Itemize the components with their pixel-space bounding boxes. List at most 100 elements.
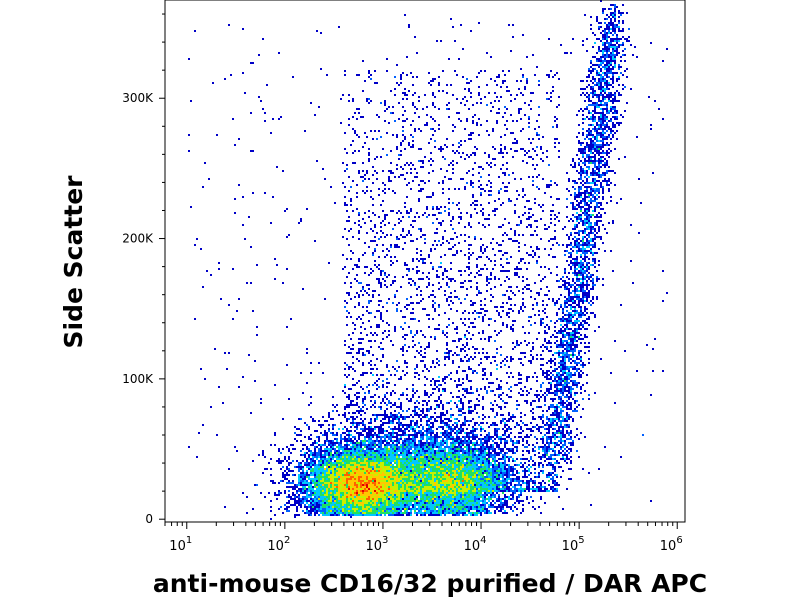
event-point xyxy=(452,124,454,126)
event-point xyxy=(380,488,382,490)
event-point xyxy=(358,466,360,468)
event-point xyxy=(482,442,484,444)
event-point xyxy=(372,500,374,502)
event-point xyxy=(330,478,332,480)
event-point xyxy=(420,436,422,438)
event-point xyxy=(356,476,358,478)
event-point xyxy=(378,506,380,508)
event-point xyxy=(446,496,448,498)
event-point xyxy=(518,262,520,264)
event-point xyxy=(366,460,368,462)
event-point xyxy=(422,456,424,458)
event-point xyxy=(376,488,378,490)
event-point xyxy=(448,452,450,454)
event-point xyxy=(356,444,358,446)
event-point xyxy=(446,504,448,506)
event-point xyxy=(426,454,428,456)
event-point xyxy=(462,476,464,478)
event-point xyxy=(422,452,424,454)
event-point xyxy=(350,434,352,436)
event-point xyxy=(456,494,458,496)
event-point xyxy=(280,462,282,464)
event-point xyxy=(338,500,340,502)
event-point xyxy=(524,194,526,196)
event-point xyxy=(518,424,520,426)
event-point xyxy=(368,480,370,482)
event-point xyxy=(476,444,478,446)
event-point xyxy=(494,506,496,508)
event-point xyxy=(406,426,408,428)
event-point xyxy=(492,482,494,484)
event-point xyxy=(400,424,402,426)
event-point xyxy=(342,448,344,450)
event-point xyxy=(424,486,426,488)
event-point xyxy=(424,514,426,516)
event-point xyxy=(366,474,368,476)
event-point xyxy=(350,508,352,510)
event-point xyxy=(348,504,350,506)
event-point xyxy=(330,418,332,420)
event-point xyxy=(424,498,426,500)
event-point xyxy=(348,456,350,458)
event-point xyxy=(490,274,492,276)
event-point xyxy=(446,462,448,464)
event-point xyxy=(456,422,458,424)
event-point xyxy=(428,492,430,494)
event-point xyxy=(366,486,368,488)
event-point xyxy=(340,492,342,494)
event-point xyxy=(442,506,444,508)
event-point xyxy=(466,490,468,492)
event-point xyxy=(468,440,470,442)
event-point xyxy=(408,144,410,146)
event-point xyxy=(484,478,486,480)
event-point xyxy=(364,436,366,438)
event-point xyxy=(354,488,356,490)
event-point xyxy=(318,438,320,440)
event-point xyxy=(306,470,308,472)
event-point xyxy=(442,450,444,452)
event-point xyxy=(300,372,302,374)
event-point xyxy=(440,442,442,444)
event-point xyxy=(462,408,464,410)
event-point xyxy=(484,500,486,502)
event-point xyxy=(294,500,296,502)
event-point xyxy=(482,454,484,456)
event-point xyxy=(440,514,442,516)
event-point xyxy=(374,480,376,482)
event-point xyxy=(502,476,504,478)
event-point xyxy=(486,488,488,490)
event-point xyxy=(522,94,524,96)
event-point xyxy=(344,488,346,490)
event-point xyxy=(416,498,418,500)
event-point xyxy=(408,450,410,452)
event-point xyxy=(426,436,428,438)
event-point xyxy=(474,464,476,466)
event-point xyxy=(322,416,324,418)
event-point xyxy=(382,424,384,426)
event-point xyxy=(474,408,476,410)
event-point xyxy=(322,498,324,500)
event-point xyxy=(314,480,316,482)
event-point xyxy=(310,508,312,510)
event-point xyxy=(394,498,396,500)
event-point xyxy=(420,474,422,476)
event-point xyxy=(460,472,462,474)
event-point xyxy=(408,442,410,444)
event-point xyxy=(376,426,378,428)
event-point xyxy=(350,400,352,402)
event-point xyxy=(400,460,402,462)
event-point xyxy=(328,440,330,442)
event-point xyxy=(506,512,508,514)
event-point xyxy=(432,460,434,462)
event-point xyxy=(270,506,272,508)
event-point xyxy=(406,438,408,440)
event-point xyxy=(518,290,520,292)
event-point xyxy=(486,460,488,462)
event-point xyxy=(510,494,512,496)
event-point xyxy=(276,498,278,500)
event-point xyxy=(452,476,454,478)
event-point xyxy=(542,448,544,450)
event-point xyxy=(300,480,302,482)
event-point xyxy=(418,200,420,202)
event-point xyxy=(312,508,314,510)
